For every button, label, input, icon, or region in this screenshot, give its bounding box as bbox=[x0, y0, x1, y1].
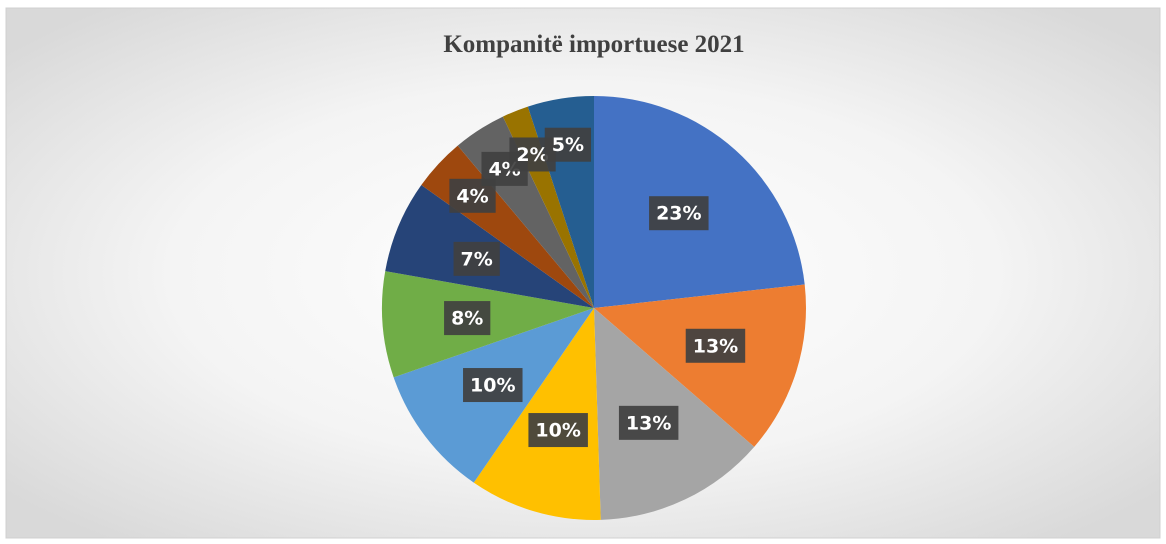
data-label: 5% bbox=[552, 134, 584, 156]
data-label-group: 5% bbox=[544, 127, 592, 162]
data-label-group: 8% bbox=[444, 301, 491, 336]
data-label: 10% bbox=[535, 420, 580, 442]
data-label-group: 13% bbox=[685, 328, 746, 363]
data-label-box bbox=[528, 413, 588, 448]
data-label: 2% bbox=[516, 144, 548, 166]
data-label-group: 13% bbox=[618, 405, 679, 440]
data-label-box bbox=[453, 241, 500, 276]
data-label-group: 7% bbox=[453, 241, 500, 276]
data-label-box bbox=[618, 405, 679, 440]
data-label: 23% bbox=[656, 203, 701, 225]
data-label-box bbox=[544, 127, 592, 162]
data-label-box bbox=[444, 301, 491, 336]
data-label-box bbox=[685, 328, 746, 363]
data-label: 10% bbox=[470, 375, 515, 397]
data-label-box bbox=[463, 368, 523, 403]
data-label-box bbox=[649, 196, 709, 231]
data-label: 13% bbox=[626, 412, 671, 434]
data-label: 4% bbox=[456, 185, 488, 207]
data-label-group: 2% bbox=[509, 137, 556, 172]
pie-slice bbox=[594, 284, 806, 447]
data-label-group: 10% bbox=[528, 413, 588, 448]
data-label: 13% bbox=[693, 335, 738, 357]
data-label: 7% bbox=[461, 248, 493, 270]
data-label-group: 10% bbox=[463, 368, 523, 403]
data-label-group: 23% bbox=[649, 196, 709, 231]
data-label-group: 4% bbox=[449, 178, 496, 213]
chart-title: Kompanitë importuese 2021 bbox=[443, 31, 744, 58]
data-label: 8% bbox=[451, 308, 483, 330]
